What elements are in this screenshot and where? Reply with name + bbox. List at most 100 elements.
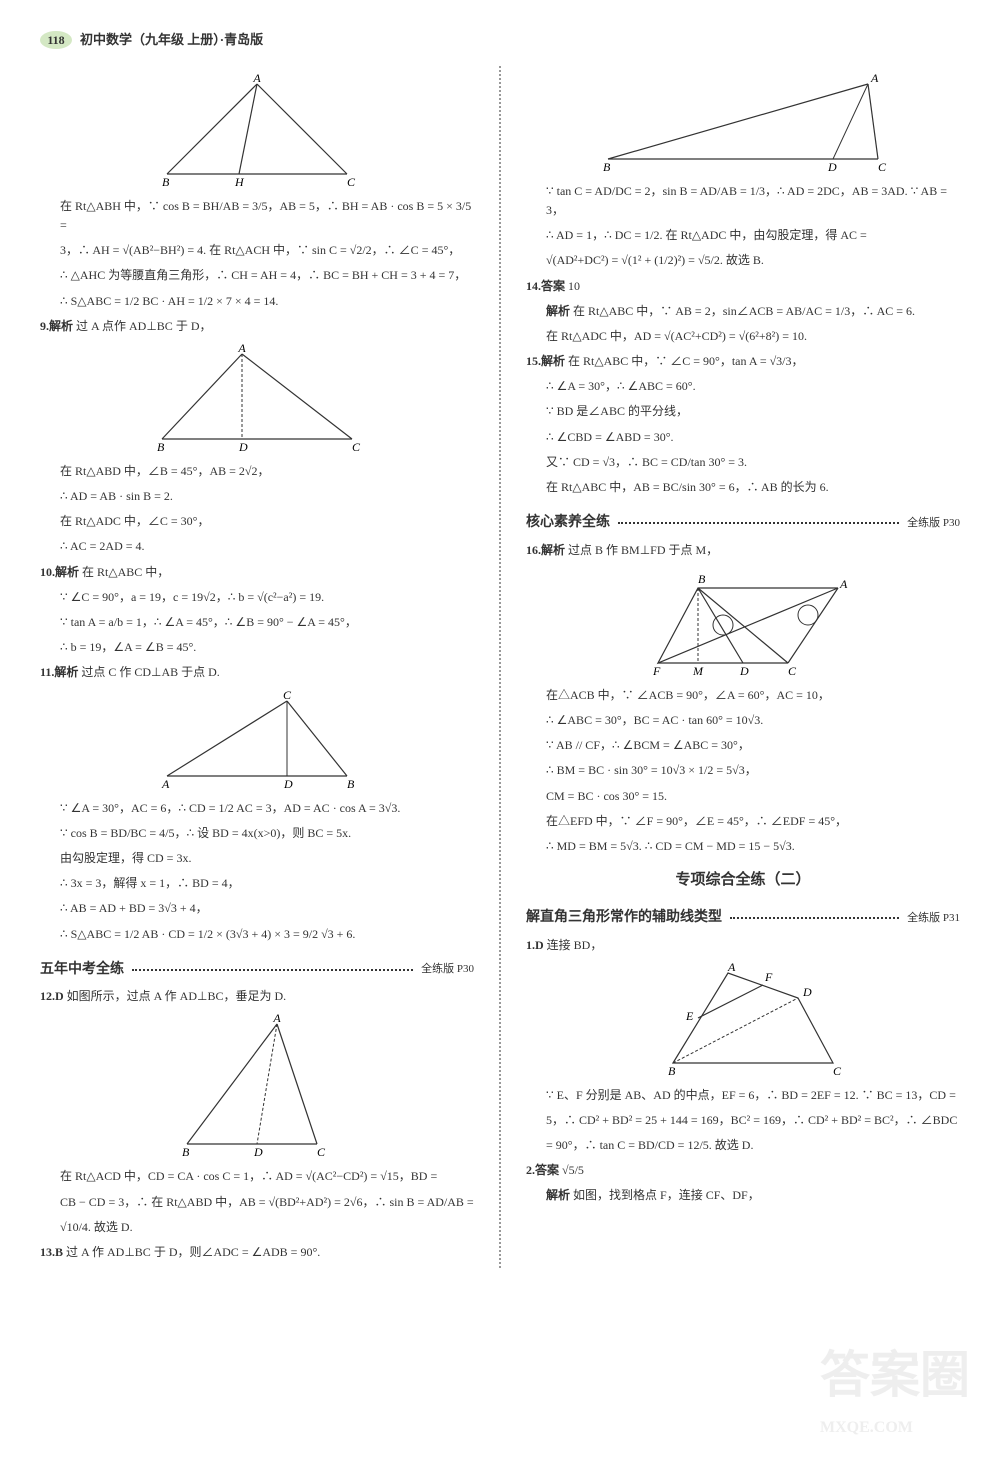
problem-9: 9.解析 过 A 点作 AD⊥BC 于 D，	[40, 317, 474, 336]
problem-15: 15.解析 在 Rt△ABC 中，∵ ∠C = 90°，tan A = √3/3…	[526, 352, 960, 371]
analysis-label: 解析	[546, 304, 570, 318]
diagram-triangle-4: A B C D	[40, 1014, 474, 1159]
problem-14-analysis: 解析 在 Rt△ABC 中，∵ AB = 2，sin∠ACB = AB/AC =…	[526, 302, 960, 321]
section-dots	[618, 522, 899, 524]
section-header-special: 解直角三角形常作的辅助线类型 全练版 P31	[526, 907, 960, 929]
solution-text: ∵ ∠C = 90°，a = 19，c = 19√2，∴ b = √(c²−a²…	[40, 588, 474, 607]
solution-text: ∴ AB = AD + BD = 3√3 + 4，	[40, 899, 474, 918]
question-2: 2.答案 √5/5	[526, 1161, 960, 1180]
solution-text: 如图，找到格点 F，连接 CF、DF，	[573, 1188, 760, 1202]
solution-text: 在 Rt△ABD 中，∠B = 45°，AB = 2√2，	[40, 462, 474, 481]
svg-text:D: D	[253, 1145, 263, 1159]
problem-14: 14.答案 10	[526, 277, 960, 296]
svg-text:A: A	[870, 74, 879, 85]
svg-text:A: A	[272, 1014, 281, 1025]
diagram-triangle-2: A B C D	[40, 344, 474, 454]
solution-text: ∵ cos B = BD/BC = 4/5，∴ 设 BD = 4x(x>0)，则…	[40, 824, 474, 843]
column-divider	[499, 66, 501, 1268]
diagram-triangle-6: B A F M D C	[526, 568, 960, 678]
section-header-exam: 五年中考全练 全练版 P30	[40, 959, 474, 981]
solution-text: 在 Rt△ACD 中，CD = CA · cos C = 1，∴ AD = √(…	[40, 1167, 474, 1186]
problem-label: 2.答案	[526, 1163, 559, 1177]
header-title: 初中数学（九年级 上册）·青岛版	[80, 30, 263, 51]
svg-text:C: C	[283, 691, 292, 702]
solution-text: 3，∴ AH = √(AB²−BH²) = 4. 在 Rt△ACH 中，∵ si…	[40, 241, 474, 260]
svg-text:B: B	[698, 572, 706, 586]
solution-text: ∴ b = 19，∠A = ∠B = 45°.	[40, 638, 474, 657]
problem-text: 连接 BD，	[547, 938, 603, 952]
solution-text: 在△ACB 中，∵ ∠ACB = 90°，∠A = 60°，AC = 10，	[526, 686, 960, 705]
section-page-ref: 全练版 P30	[907, 515, 960, 533]
svg-text:C: C	[788, 664, 797, 678]
problem-11: 11.解析 过点 C 作 CD⊥AB 于点 D.	[40, 663, 474, 682]
svg-text:D: D	[283, 777, 293, 791]
svg-text:B: B	[668, 1064, 676, 1078]
svg-text:C: C	[317, 1145, 326, 1159]
solution-text: ∴ ∠A = 30°，∴ ∠ABC = 60°.	[526, 377, 960, 396]
svg-text:A: A	[839, 577, 848, 591]
analysis-label: 解析	[546, 1188, 570, 1202]
solution-text: 由勾股定理，得 CD = 3x.	[40, 849, 474, 868]
problem-label: 11.解析	[40, 665, 78, 679]
svg-text:C: C	[347, 175, 356, 189]
left-column: A B C H 在 Rt△ABH 中，∵ cos B = BH/AB = 3/5…	[40, 66, 474, 1268]
problem-text: 在 Rt△ABC 中，∵ ∠C = 90°，tan A = √3/3，	[568, 354, 804, 368]
solution-text: √10/4. 故选 D.	[40, 1218, 474, 1237]
solution-text: ∴ △AHC 为等腰直角三角形，∴ CH = AH = 4，∴ BC = BH …	[40, 266, 474, 285]
section-header-core: 核心素养全练 全练版 P30	[526, 512, 960, 534]
svg-text:A: A	[161, 777, 170, 791]
problem-label: 13.B	[40, 1245, 63, 1259]
section-page-ref: 全练版 P31	[907, 910, 960, 928]
right-column: A B C D ∵ tan C = AD/DC = 2，sin B = AD/A…	[526, 66, 960, 1268]
watermark: 答案圈 MXQE.COM	[820, 1335, 970, 1441]
problem-text: 过点 C 作 CD⊥AB 于点 D.	[81, 665, 219, 679]
svg-text:C: C	[878, 160, 887, 174]
solution-text: ∴ 3x = 3，解得 x = 1，∴ BD = 4，	[40, 874, 474, 893]
svg-text:B: B	[347, 777, 355, 791]
solution-text: ∵ BD 是∠ABC 的平分线，	[526, 402, 960, 421]
question-1: 1.D 连接 BD，	[526, 936, 960, 955]
page-number: 118	[40, 31, 72, 49]
solution-text: ∵ tan C = AD/DC = 2，sin B = AD/AB = 1/3，…	[526, 182, 960, 220]
problem-text: 过点 B 作 BM⊥FD 于点 M，	[568, 543, 718, 557]
problem-label: 12.D	[40, 989, 64, 1003]
solution-text: 又∵ CD = √3，∴ BC = CD/tan 30° = 3.	[526, 453, 960, 472]
diagram-triangle-3: C A B D	[40, 691, 474, 791]
solution-text: ∵ tan A = a/b = 1，∴ ∠A = 45°，∴ ∠B = 90° …	[40, 613, 474, 632]
solution-text: 在 Rt△ADC 中，∠C = 30°，	[40, 512, 474, 531]
problem-label: 1.D	[526, 938, 544, 952]
svg-text:B: B	[182, 1145, 190, 1159]
solution-text: 在 Rt△ABC 中，AB = BC/sin 30° = 6，∴ AB 的长为 …	[526, 478, 960, 497]
solution-text: ∴ AD = 1，∴ DC = 1/2. 在 Rt△ADC 中，由勾股定理，得 …	[526, 226, 960, 245]
problem-16: 16.解析 过点 B 作 BM⊥FD 于点 M，	[526, 541, 960, 560]
problem-label: 14.答案	[526, 279, 565, 293]
section-title: 核心素养全练	[526, 512, 610, 534]
section-dots	[730, 917, 899, 919]
problem-text: 过 A 点作 AD⊥BC 于 D，	[76, 319, 211, 333]
diagram-triangle-5: A B C D	[526, 74, 960, 174]
problem-10: 10.解析 在 Rt△ABC 中，	[40, 563, 474, 582]
solution-text: 在 Rt△ABH 中，∵ cos B = BH/AB = 3/5，AB = 5，…	[40, 197, 474, 235]
svg-text:D: D	[739, 664, 749, 678]
problem-label: 16.解析	[526, 543, 565, 557]
svg-text:D: D	[802, 985, 812, 999]
problem-text: 在 Rt△ABC 中，	[82, 565, 169, 579]
svg-text:E: E	[685, 1009, 694, 1023]
svg-text:D: D	[238, 440, 248, 454]
page-header: 118 初中数学（九年级 上册）·青岛版	[40, 30, 960, 51]
problem-12: 12.D 如图所示，过点 A 作 AD⊥BC，垂足为 D.	[40, 987, 474, 1006]
solution-text: ∵ AB // CF，∴ ∠BCM = ∠ABC = 30°，	[526, 736, 960, 755]
problem-label: 15.解析	[526, 354, 565, 368]
solution-text: ∴ MD = BM = 5√3. ∴ CD = CM − MD = 15 − 5…	[526, 837, 960, 856]
svg-text:A: A	[252, 74, 261, 85]
section-title: 五年中考全练	[40, 959, 124, 981]
answer-value: √5/5	[562, 1163, 584, 1177]
svg-text:C: C	[352, 440, 361, 454]
center-title: 专项综合全练（二）	[526, 868, 960, 892]
svg-text:B: B	[603, 160, 611, 174]
problem-label: 9.解析	[40, 319, 73, 333]
solution-text: CM = BC · cos 30° = 15.	[526, 787, 960, 806]
solution-text: 在△EFD 中，∵ ∠F = 90°，∠E = 45°，∴ ∠EDF = 45°…	[526, 812, 960, 831]
problem-text: 过 A 作 AD⊥BC 于 D，则∠ADC = ∠ADB = 90°.	[66, 1245, 320, 1259]
solution-text: ∴ S△ABC = 1/2 AB · CD = 1/2 × (3√3 + 4) …	[40, 925, 474, 944]
